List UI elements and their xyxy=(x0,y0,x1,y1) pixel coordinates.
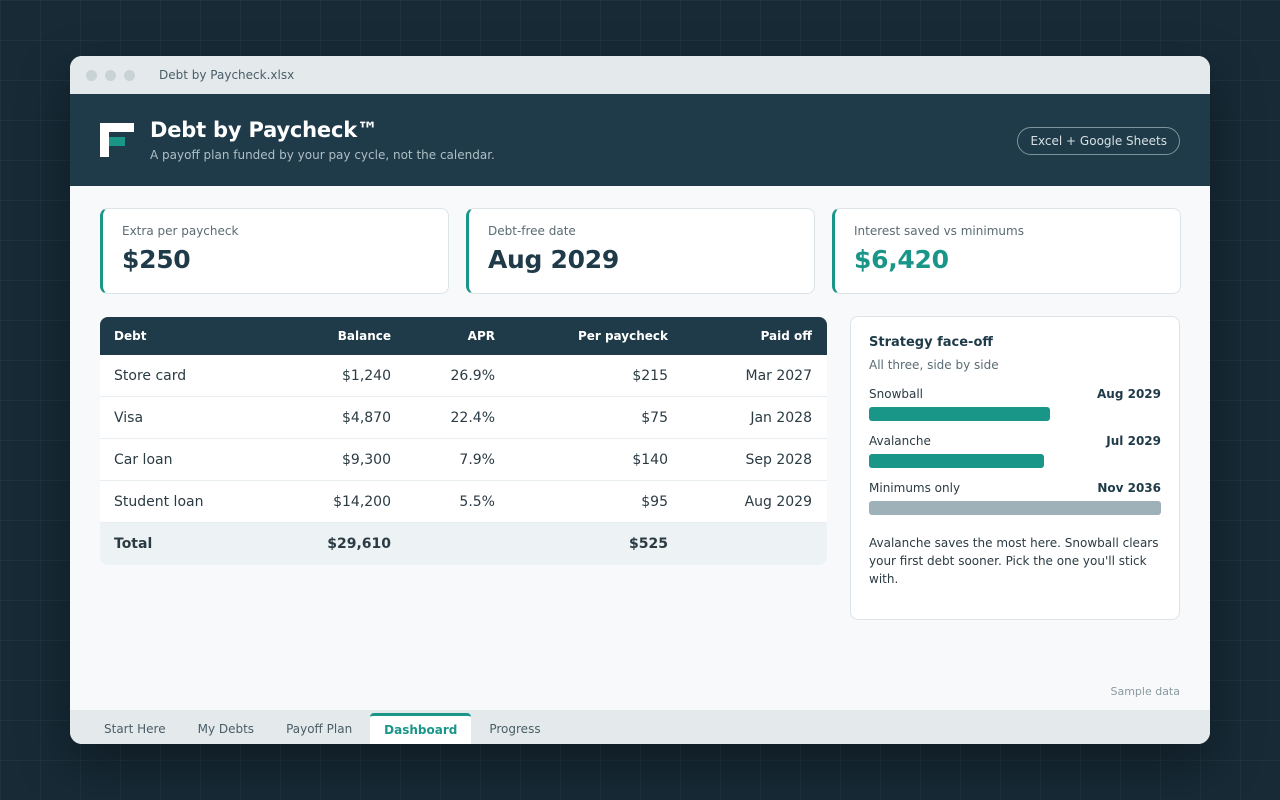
cell-paid-off: Mar 2027 xyxy=(745,367,813,384)
column-header-paid-off: Paid off xyxy=(760,329,812,343)
kpi-label: Extra per paycheck xyxy=(122,224,239,238)
cell-apr: 7.9% xyxy=(459,451,495,468)
strategy-subtitle: All three, side by side xyxy=(869,358,999,372)
strategy-note: Avalanche saves the most here. Snowball … xyxy=(869,536,1159,586)
strategy-option-minimums: Minimums only Nov 2036 xyxy=(869,481,1161,515)
cell-debt: Car loan xyxy=(114,451,173,468)
cell-paid-off: Sep 2028 xyxy=(745,451,812,468)
strategy-option-date: Nov 2036 xyxy=(1097,481,1161,495)
title-bar: Debt by Paycheck.xlsx xyxy=(70,56,1210,94)
tab-dashboard[interactable]: Dashboard xyxy=(370,713,472,744)
table-header-row: Debt Balance APR Per paycheck Paid off xyxy=(100,317,827,355)
strategy-option-snowball: Snowball Aug 2029 xyxy=(869,387,1161,421)
kpi-row: Extra per paycheck $250 Debt-free date A… xyxy=(100,208,1181,294)
header-banner: Debt by Paycheck™ A payoff plan funded b… xyxy=(70,94,1210,186)
kpi-card-debt-free-date: Debt-free date Aug 2029 xyxy=(466,208,815,294)
cell-apr: 5.5% xyxy=(459,493,495,510)
window-minimize-button[interactable] xyxy=(105,69,116,81)
window-file-name: Debt by Paycheck.xlsx xyxy=(159,68,295,82)
window-maximize-button[interactable] xyxy=(124,69,135,81)
strategy-title: Strategy face-off xyxy=(869,335,993,350)
kpi-value: Aug 2029 xyxy=(488,245,619,274)
sample-data-label: Sample data xyxy=(1110,685,1180,698)
kpi-card-interest-saved: Interest saved vs minimums $6,420 xyxy=(832,208,1181,294)
table-total-row: Total $29,610 $525 xyxy=(100,523,827,565)
tab-start-here[interactable]: Start Here xyxy=(104,722,166,736)
kpi-label: Debt-free date xyxy=(488,224,576,238)
strategy-option-name: Minimums only xyxy=(869,481,961,495)
cell-per-paycheck: $75 xyxy=(641,409,668,426)
strategy-bar-minimums xyxy=(869,501,1161,515)
cell-debt: Student loan xyxy=(114,493,204,510)
tab-payoff-plan[interactable]: Payoff Plan xyxy=(286,722,353,736)
total-label: Total xyxy=(114,536,153,552)
kpi-value: $250 xyxy=(122,245,191,274)
strategy-option-name: Avalanche xyxy=(869,434,931,448)
column-header-apr: APR xyxy=(467,329,495,343)
table-row[interactable]: Store card $1,240 26.9% $215 Mar 2027 xyxy=(100,355,827,397)
table-row[interactable]: Car loan $9,300 7.9% $140 Sep 2028 xyxy=(100,439,827,481)
cell-apr: 22.4% xyxy=(450,409,495,426)
strategy-option-avalanche: Avalanche Jul 2029 xyxy=(869,434,1161,468)
brand-logo-icon xyxy=(100,123,134,157)
strategy-option-name: Snowball xyxy=(869,387,924,401)
cell-balance: $4,870 xyxy=(342,409,391,426)
kpi-value: $6,420 xyxy=(854,245,949,274)
cell-balance: $14,200 xyxy=(333,493,391,510)
platform-badge: Excel + Google Sheets xyxy=(1017,127,1180,155)
kpi-label: Interest saved vs minimums xyxy=(854,224,1024,238)
sheet-tab-bar: Start Here My Debts Payoff Plan Dashboar… xyxy=(70,710,1210,744)
app-window: Debt by Paycheck.xlsx Debt by Paycheck™ … xyxy=(70,56,1210,744)
cell-balance: $1,240 xyxy=(342,367,391,384)
cell-per-paycheck: $140 xyxy=(632,451,668,468)
cell-per-paycheck: $95 xyxy=(641,493,668,510)
debts-table: Debt Balance APR Per paycheck Paid off S… xyxy=(100,317,827,565)
total-balance: $29,610 xyxy=(327,536,391,552)
strategy-bar-avalanche xyxy=(869,454,1045,468)
table-row[interactable]: Visa $4,870 22.4% $75 Jan 2028 xyxy=(100,397,827,439)
cell-debt: Visa xyxy=(114,409,144,426)
strategy-bar-snowball xyxy=(869,407,1051,421)
total-per-paycheck: $525 xyxy=(629,536,668,552)
kpi-card-extra-per-paycheck: Extra per paycheck $250 xyxy=(100,208,449,294)
column-header-balance: Balance xyxy=(337,329,391,343)
cell-per-paycheck: $215 xyxy=(632,367,668,384)
strategy-option-date: Jul 2029 xyxy=(1106,434,1161,448)
tab-my-debts[interactable]: My Debts xyxy=(197,722,255,736)
cell-paid-off: Aug 2029 xyxy=(744,493,812,510)
cell-paid-off: Jan 2028 xyxy=(750,409,812,426)
cell-debt: Store card xyxy=(114,367,187,384)
table-row[interactable]: Student loan $14,200 5.5% $95 Aug 2029 xyxy=(100,481,827,523)
tab-progress[interactable]: Progress xyxy=(489,722,541,736)
window-close-button[interactable] xyxy=(86,69,97,81)
cell-apr: 26.9% xyxy=(450,367,495,384)
column-header-per-paycheck: Per paycheck xyxy=(577,329,668,343)
page-subtitle: A payoff plan funded by your pay cycle, … xyxy=(150,148,495,162)
strategy-card: Strategy face-off All three, side by sid… xyxy=(850,316,1180,620)
column-header-debt: Debt xyxy=(114,329,147,343)
strategy-option-date: Aug 2029 xyxy=(1097,387,1161,401)
page-title: Debt by Paycheck™ xyxy=(150,118,378,142)
cell-balance: $9,300 xyxy=(342,451,391,468)
